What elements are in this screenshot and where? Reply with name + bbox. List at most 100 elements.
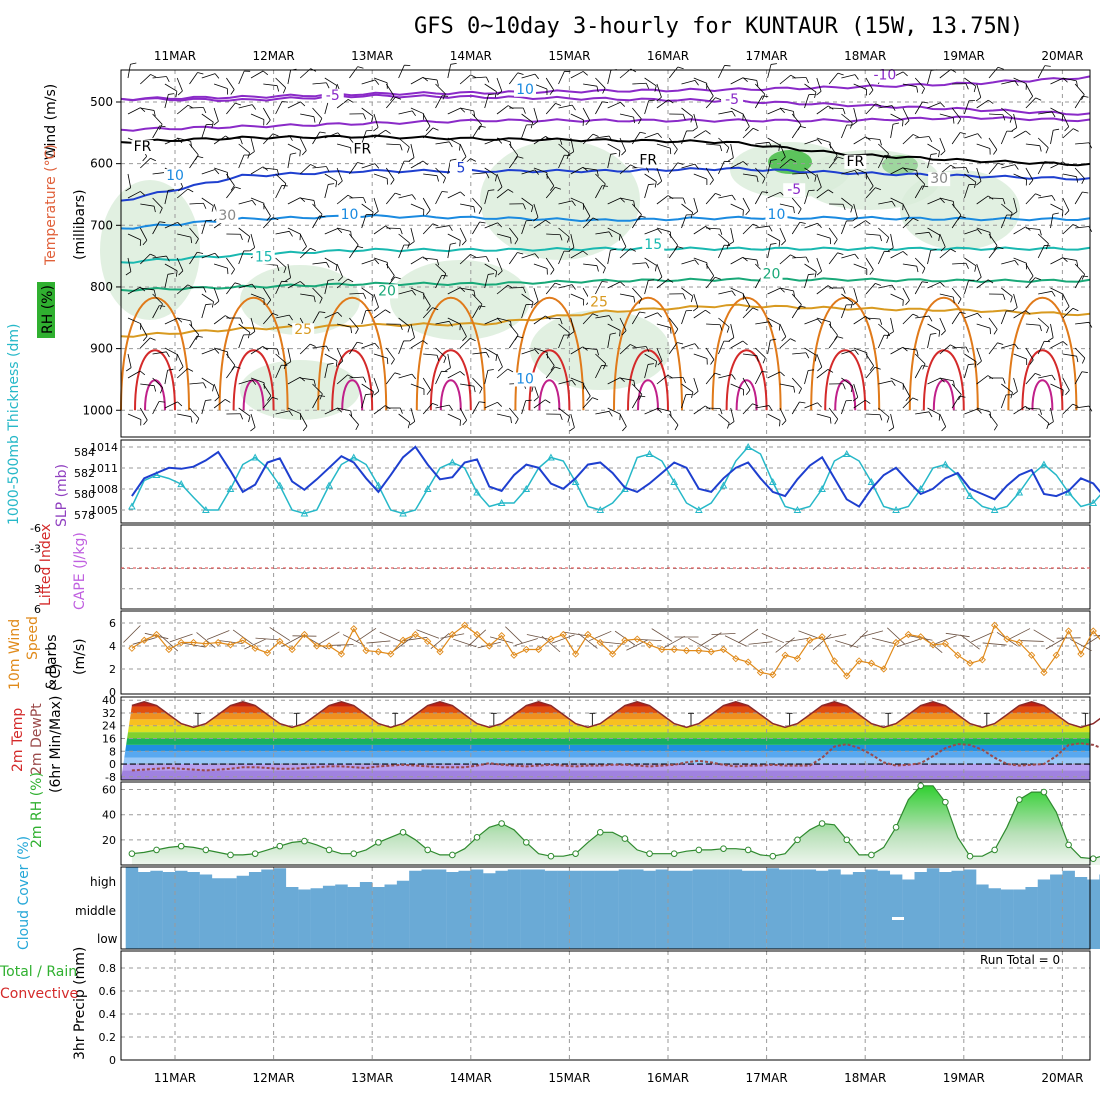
wind-barb-flag [394, 276, 401, 280]
wind-barb-flag [139, 370, 146, 376]
wind-barb [386, 143, 401, 146]
wind-barb-flag [462, 420, 467, 426]
wind-barb [791, 377, 802, 389]
thickness-tick-label: 580 [74, 488, 95, 501]
wind-barb [693, 257, 708, 264]
wind-barb [828, 156, 839, 169]
wind-barb [927, 281, 941, 289]
wind-barb [176, 284, 189, 295]
wind-barb [841, 197, 853, 207]
wind-barb [792, 256, 807, 259]
isotherm-label: -5 [725, 92, 739, 108]
wind-barb [238, 283, 253, 289]
wind-barb-flag [566, 236, 570, 243]
cloud-bar [495, 921, 508, 949]
wind10m-marker [843, 672, 851, 680]
wind-barb-flag [630, 164, 637, 168]
wind-barb-flag [310, 247, 316, 252]
wind-barb-flag [150, 253, 156, 257]
wind-barb [484, 274, 489, 289]
surface-warm-contour [439, 379, 462, 411]
wind-barb-flag [240, 317, 243, 324]
cloud-bar [507, 921, 521, 949]
wind-barb-flag [691, 391, 694, 398]
wind-barb-flag [654, 181, 657, 188]
wind10m-marker [461, 621, 469, 629]
wind-barb-flag [781, 336, 787, 342]
wind-barb-flag [602, 183, 606, 190]
wind-barb [361, 214, 367, 229]
cloud-bar [976, 892, 989, 921]
cloud-bar [298, 892, 311, 921]
cloud-bar [668, 892, 681, 921]
wind-barb [287, 70, 291, 85]
wind-barb-flag [694, 163, 699, 170]
wind-barb-flag [153, 385, 157, 392]
wind-barb [484, 83, 497, 92]
wind-barb-flag [709, 179, 714, 185]
wind-barb [1013, 310, 1026, 319]
wind-barb-flag [166, 351, 170, 358]
wind-barb [1025, 83, 1034, 97]
wind-barb-flag [1025, 226, 1031, 231]
wind-barb [619, 344, 631, 355]
rh2m-marker [843, 836, 851, 844]
wind-barb-flag [559, 138, 563, 145]
precip-tick-label: 0.6 [99, 985, 117, 998]
wind-barb [595, 353, 606, 364]
wind-barb [349, 162, 358, 175]
wind-barb-flag [399, 144, 403, 151]
surface-warm-contour [232, 349, 275, 411]
wind-barb [349, 413, 359, 425]
rh2m-marker [399, 829, 407, 836]
wind-barb-flag [1044, 161, 1051, 163]
wind-barb [742, 77, 757, 81]
wind10m-barb [822, 634, 847, 640]
cloud-bar [741, 921, 755, 949]
wind-barb [853, 107, 858, 122]
wind-barb [1075, 321, 1090, 325]
wind-barb [742, 173, 757, 177]
wind-barb-flag [842, 383, 846, 390]
wind10m-series [128, 621, 1100, 680]
temp-band [121, 770, 1090, 780]
wind-barb-flag [436, 175, 439, 182]
wind-barb [263, 133, 274, 145]
wind-barb [779, 287, 794, 292]
wind-barb [189, 202, 204, 205]
wind-barb [558, 71, 565, 85]
wind-barb [545, 366, 556, 379]
wind-barb-flag [510, 141, 512, 148]
wind-barb [841, 304, 847, 319]
wind-barb [447, 353, 451, 368]
wind-barb-flag [993, 245, 998, 251]
wind-barb [730, 287, 744, 295]
wind-barb-flag [488, 273, 495, 275]
wind-barb-flag [977, 408, 982, 414]
wind-barb-flag [478, 304, 483, 310]
rh2m-tick-label: 20 [102, 834, 116, 847]
cloud-bar [803, 921, 817, 949]
wind-barb [582, 397, 593, 409]
cloud-bar [594, 892, 607, 921]
wind-barb-flag [545, 219, 551, 224]
wind-barb [337, 323, 351, 328]
li-frame [120, 524, 1091, 610]
wind10m-marker [966, 659, 974, 667]
wind-barb-flag [829, 417, 832, 424]
wind-barb [988, 317, 998, 330]
rh2m-marker [350, 850, 358, 857]
wind10m-marker [596, 638, 604, 647]
wind-barb-flag [977, 312, 982, 318]
wind-barb [706, 143, 721, 146]
wind-barb-flag [690, 212, 694, 219]
wind-barb-flag [610, 152, 617, 155]
wind-barb [595, 135, 610, 139]
wind-barb [324, 407, 338, 415]
wind-barb-flag [619, 330, 621, 337]
wind-barb [841, 400, 847, 415]
wind-barb [570, 197, 584, 205]
wind-barb [460, 287, 474, 291]
wind-barb-flag [248, 416, 251, 423]
wind-barb-flag [745, 126, 750, 132]
